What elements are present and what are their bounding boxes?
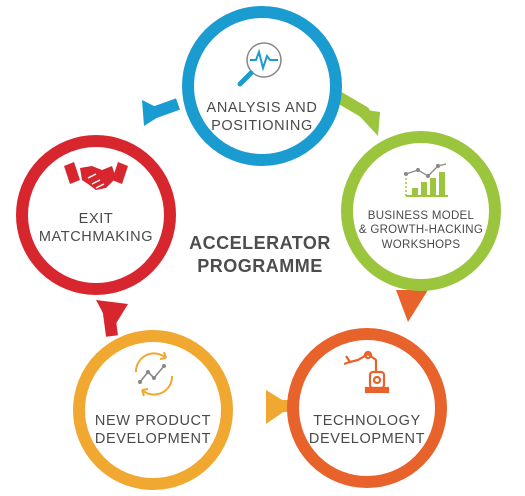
stage-label-exit: EXIT MATCHMAKING — [38, 211, 154, 246]
stage-label-technology: TECHNOLOGY DEVELOPMENT — [308, 413, 426, 448]
magnifier-pulse-icon — [237, 42, 282, 87]
handshake-icon — [64, 162, 128, 190]
stage-label-new-product: NEW PRODUCT DEVELOPMENT — [94, 413, 212, 448]
stage-ring-business-model — [341, 131, 501, 291]
stage-ring-exit — [16, 135, 176, 295]
stage-label-business-model: BUSINESS MODEL & GROWTH-HACKING WORKSHOP… — [358, 210, 484, 251]
connector-blue-to-green — [334, 92, 380, 136]
cycle-growth-icon — [134, 351, 174, 397]
stage-label-analysis: ANALYSIS AND POSITIONING — [206, 100, 318, 135]
robot-arm-icon — [343, 350, 390, 394]
stage-ring-analysis — [182, 6, 342, 166]
bar-chart-icon — [404, 163, 448, 197]
stage-ring-new-product — [73, 330, 233, 490]
center-title: ACCELERATOR PROGRAMME — [189, 233, 331, 276]
stage-ring-technology — [287, 328, 447, 488]
connector-red-to-blue — [142, 98, 181, 126]
connector-yellow-to-red — [96, 300, 128, 337]
